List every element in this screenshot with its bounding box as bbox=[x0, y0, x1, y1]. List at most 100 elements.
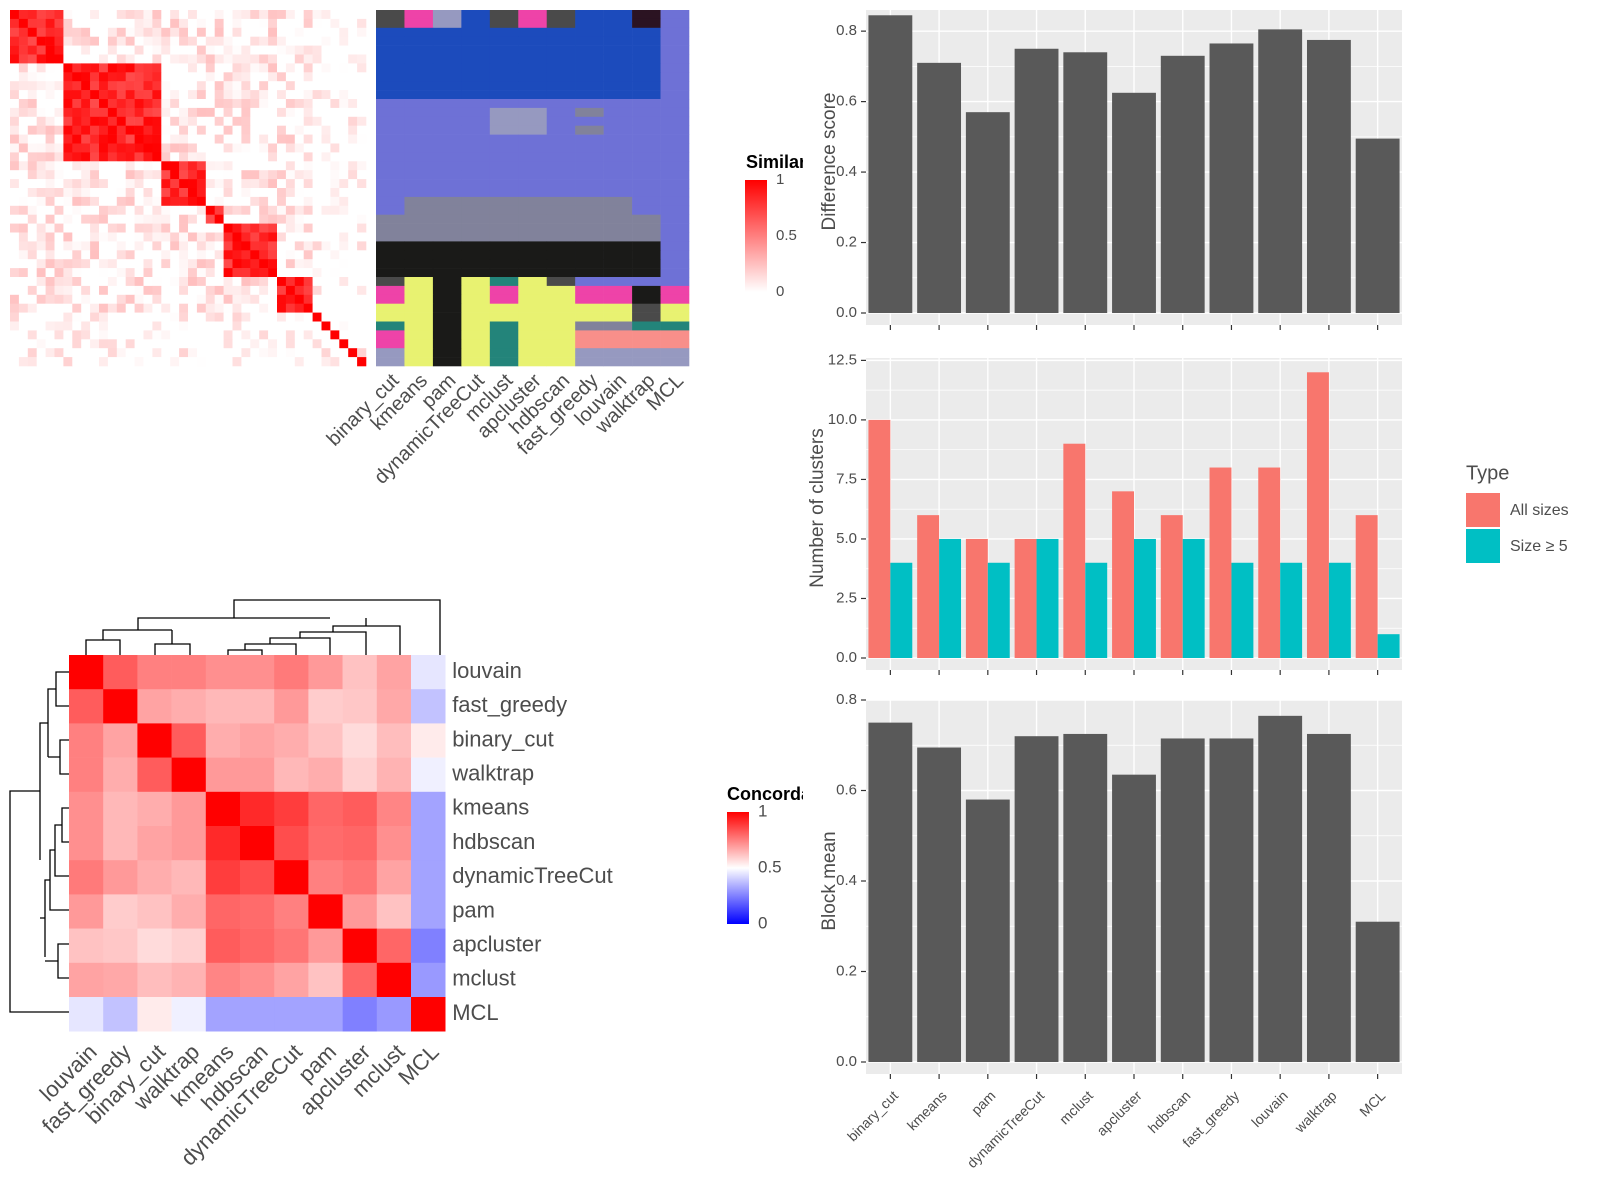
similarity-cell bbox=[339, 170, 349, 180]
similarity-cell bbox=[54, 143, 64, 153]
similarity-cell bbox=[232, 27, 242, 37]
bar-all-sizes-louvain bbox=[1258, 467, 1281, 658]
similarity-cell bbox=[330, 232, 340, 242]
assignment-cell-kmeans bbox=[404, 232, 434, 242]
assignment-cell-kmeans bbox=[404, 143, 434, 153]
similarity-cell bbox=[161, 45, 171, 55]
similarity-cell bbox=[285, 99, 296, 109]
similarity-cell bbox=[63, 99, 73, 109]
similarity-cell bbox=[81, 116, 91, 126]
similarity-cell bbox=[170, 268, 180, 278]
similarity-cell bbox=[312, 179, 322, 189]
similarity-cell bbox=[18, 90, 29, 100]
similarity-cell bbox=[10, 214, 20, 224]
similarity-cell bbox=[170, 241, 180, 251]
similarity-cell bbox=[196, 107, 207, 118]
similarity-cell bbox=[357, 196, 367, 207]
similarity-cell bbox=[357, 223, 367, 233]
similarity-cell bbox=[321, 294, 331, 304]
similarity-cell bbox=[321, 205, 331, 215]
similarity-cell bbox=[161, 348, 171, 358]
bar-all-sizes-fast_greedy bbox=[1209, 467, 1232, 658]
similarity-cell bbox=[205, 196, 215, 207]
concordance-cell bbox=[274, 791, 309, 827]
similarity-cell bbox=[81, 99, 91, 109]
assignment-cell-walktrap bbox=[632, 10, 661, 20]
similarity-cell bbox=[134, 63, 144, 73]
similarity-cell bbox=[268, 170, 278, 180]
similarity-cell bbox=[268, 259, 278, 269]
similarity-cell bbox=[277, 250, 287, 260]
assignment-cell-fast_greedy bbox=[575, 205, 604, 215]
similarity-cell bbox=[348, 63, 358, 73]
legend-label: Size ≥ 5 bbox=[1510, 538, 1568, 555]
similarity-cell bbox=[277, 36, 287, 46]
similarity-cell bbox=[143, 241, 153, 251]
similarity-cell bbox=[161, 268, 171, 278]
similarity-cell bbox=[125, 116, 135, 126]
similarity-cell bbox=[90, 214, 100, 224]
concordance-cell bbox=[342, 894, 378, 929]
similarity-cell bbox=[27, 330, 37, 340]
y-axis-label: Block mean bbox=[819, 831, 840, 930]
similarity-cell bbox=[170, 152, 180, 162]
similarity-cell bbox=[259, 27, 269, 37]
assignment-cell-louvain bbox=[603, 268, 633, 278]
similarity-cell bbox=[18, 339, 29, 349]
similarity-cell bbox=[294, 81, 304, 91]
similarity-cell bbox=[10, 179, 20, 189]
similarity-cell bbox=[99, 241, 109, 251]
similarity-cell bbox=[188, 232, 198, 242]
similarity-cell bbox=[196, 303, 207, 313]
assignment-cell-louvain bbox=[603, 10, 633, 20]
concordance-cell bbox=[411, 791, 446, 827]
similarity-cell bbox=[321, 90, 331, 100]
similarity-cell bbox=[116, 348, 126, 358]
similarity-cell bbox=[107, 330, 118, 340]
similarity-cell bbox=[107, 170, 118, 180]
assignment-cell-fast_greedy bbox=[575, 81, 604, 91]
similarity-cell bbox=[63, 321, 73, 331]
similarity-cell bbox=[205, 27, 215, 37]
assignment-cell-louvain bbox=[603, 107, 633, 118]
similarity-cell bbox=[303, 303, 313, 313]
similarity-cell bbox=[357, 205, 367, 215]
assignment-cell-binary_cut bbox=[376, 205, 405, 215]
similarity-cell bbox=[161, 63, 171, 73]
similarity-cell bbox=[241, 125, 251, 135]
concordance-cell bbox=[137, 997, 172, 1032]
similarity-cell bbox=[303, 125, 313, 135]
similarity-cell bbox=[214, 143, 224, 153]
similarity-cell bbox=[348, 321, 358, 331]
similarity-cell bbox=[179, 18, 189, 29]
similarity-cell bbox=[179, 268, 189, 278]
concordance-cell bbox=[171, 928, 207, 964]
similarity-cell bbox=[294, 321, 304, 331]
similarity-cell bbox=[232, 294, 242, 304]
similarity-cell bbox=[188, 321, 198, 331]
similarity-cell bbox=[63, 161, 73, 171]
similarity-cell bbox=[170, 36, 180, 46]
similarity-cell bbox=[312, 161, 322, 171]
similarity-cell bbox=[196, 205, 207, 215]
similarity-cell bbox=[36, 357, 46, 367]
bar-MCL bbox=[1355, 921, 1400, 1062]
assignment-cell-louvain bbox=[603, 188, 633, 198]
assignment-cell-dynamicTreeCut bbox=[461, 205, 491, 215]
similarity-cell bbox=[277, 27, 287, 37]
similarity-cell bbox=[179, 54, 189, 64]
similarity-cell bbox=[99, 259, 109, 269]
similarity-cell bbox=[99, 357, 109, 367]
concordance-cell bbox=[308, 894, 343, 929]
assignment-cell-pam bbox=[432, 188, 462, 198]
similarity-cell bbox=[45, 10, 55, 20]
similarity-cell bbox=[196, 277, 207, 287]
similarity-cell bbox=[259, 152, 269, 162]
similarity-cell bbox=[10, 125, 20, 135]
assignment-cell-MCL bbox=[660, 81, 690, 91]
similarity-cell bbox=[116, 277, 126, 287]
similarity-cell bbox=[330, 45, 340, 55]
similarity-cell bbox=[232, 277, 242, 287]
similarity-cell bbox=[294, 250, 304, 260]
concordance-cell bbox=[103, 962, 138, 998]
